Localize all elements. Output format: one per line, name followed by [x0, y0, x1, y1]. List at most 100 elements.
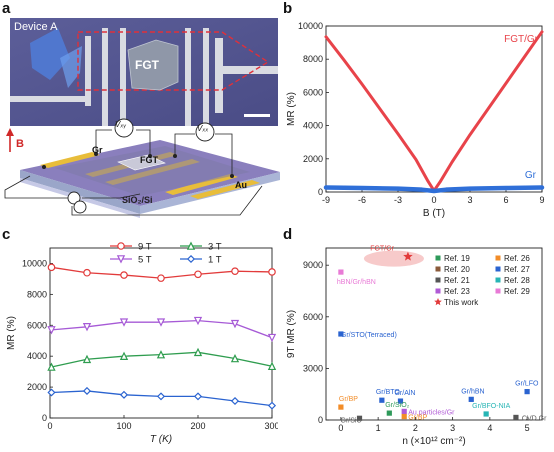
- micrograph-label: Device A: [14, 21, 58, 33]
- ammeter-icon: [73, 200, 87, 214]
- data-point: [483, 411, 489, 417]
- vxy-wire: [95, 129, 112, 154]
- x-tick-label: 0: [431, 195, 436, 205]
- panel-c-letter: c: [2, 226, 11, 243]
- b-label: B: [16, 138, 24, 150]
- point-label: Gr/BTO: [376, 389, 401, 396]
- vxy-label: Vₓᵧ: [115, 120, 127, 129]
- legend-marker: [186, 241, 196, 250]
- vxx-wire: [174, 133, 195, 156]
- circuit-wire: [82, 193, 141, 199]
- x-tick-label: 0: [338, 423, 343, 433]
- device-schematic: [4, 118, 280, 218]
- gr-label: Gr: [92, 145, 103, 155]
- plot-frame: [49, 247, 273, 419]
- graphene-outline: [77, 31, 270, 91]
- series-1t-point: [267, 401, 277, 410]
- legend-marker: [435, 277, 441, 283]
- point-label: Gr/AlN: [394, 390, 415, 397]
- x-tick-label: -6: [358, 195, 366, 205]
- vxx-wire: [215, 133, 233, 176]
- series-9t-point: [268, 268, 276, 276]
- series-5t-point: [156, 318, 166, 327]
- legend-marker: [117, 242, 125, 250]
- point-label: Gr/STO(Terraced): [341, 332, 397, 339]
- series-3t-point: [47, 362, 56, 371]
- series-9t-point: [120, 271, 128, 279]
- legend-label: This work: [444, 298, 479, 307]
- data-point: [356, 415, 363, 421]
- y-tick-label: 10000: [22, 258, 47, 268]
- series-5t-point: [230, 319, 240, 329]
- electrode-gold: [165, 174, 238, 195]
- circuit-wire: [71, 185, 263, 216]
- gr-series-label: Gr: [525, 170, 537, 181]
- electrode-gold: [40, 152, 100, 168]
- legend-marker: [495, 255, 501, 261]
- series-3t-point: [267, 361, 277, 371]
- y-tick-label: 6000: [27, 320, 47, 330]
- series-9t-point: [83, 268, 91, 277]
- series-3t-point: [156, 350, 166, 359]
- legend-label: 9 T: [138, 242, 152, 253]
- substrate-side-left: [20, 170, 140, 214]
- graphene-flake: [60, 46, 82, 88]
- substrate-label: SiO₂/Si: [122, 195, 153, 205]
- panel-b-letter: b: [283, 0, 293, 17]
- data-point: [386, 410, 392, 416]
- chart-b: -9 -6 -3 0 3 6 9 0 2000 4000 6000 8000 10000 B (T) MR …: [286, 21, 545, 219]
- x-tick-label: 3: [467, 195, 472, 205]
- legend-marker: [434, 298, 442, 306]
- legend-label: Ref. 23: [444, 287, 470, 296]
- legend-label: Ref. 28: [504, 276, 530, 285]
- fgt-gr-series: [324, 30, 544, 193]
- highlight-region: [363, 250, 424, 267]
- gr-series: [323, 185, 545, 194]
- y-axis-label: MR (%): [6, 316, 17, 350]
- data-point: [397, 398, 404, 404]
- micrograph: [10, 18, 278, 126]
- data-point: [513, 414, 519, 421]
- y-tick-label: 2000: [303, 154, 323, 164]
- electrode: [185, 28, 191, 126]
- point-label: Gr/BFO-NIA: [472, 403, 510, 410]
- y-axis-label: 9T MR (%): [286, 310, 297, 358]
- x-tick-label: 4: [487, 423, 492, 433]
- electrode: [215, 66, 278, 74]
- legend-marker: [116, 255, 126, 264]
- series-1t-point: [119, 390, 129, 399]
- series-5t-point: [47, 326, 56, 335]
- legend-marker: [435, 255, 441, 261]
- plot-frame: [325, 25, 543, 193]
- contact-dot: [230, 174, 234, 178]
- y-tick-label: 9000: [303, 260, 323, 270]
- legend-label: Ref. 19: [444, 254, 470, 263]
- y-axis-label: MR (%): [286, 92, 297, 126]
- legend-label: Ref. 21: [444, 276, 470, 285]
- data-point: [524, 389, 530, 395]
- point-label: Gr/SiO₂: [385, 402, 409, 409]
- fgt-flake: [127, 39, 179, 91]
- x-tick-label: -9: [322, 195, 330, 205]
- x-tick-label: 2: [413, 423, 418, 433]
- contact-dot: [148, 154, 152, 158]
- x-axis-label: B (T): [423, 208, 445, 219]
- x-tick-label: 0: [47, 421, 52, 431]
- y-tick-label: 4000: [27, 351, 47, 361]
- data-point: [401, 408, 407, 414]
- data-point: [403, 251, 413, 261]
- data-point: [379, 397, 385, 403]
- point-label: Au particles/Gr: [408, 409, 455, 416]
- scale-bar: [244, 114, 270, 117]
- legend-label: 3 T: [208, 242, 222, 253]
- y-tick-label: 2000: [27, 382, 47, 392]
- data-point: [401, 413, 407, 420]
- series-3t-point: [193, 347, 203, 357]
- vxy-wire: [136, 129, 151, 156]
- au-label: Au: [235, 180, 247, 190]
- current-source-icon: [67, 191, 81, 205]
- point-label: Gr/LFO: [515, 381, 539, 388]
- x-tick-label: 3: [450, 423, 455, 433]
- electrode-gold: [190, 180, 260, 199]
- series-5t-point: [267, 333, 277, 343]
